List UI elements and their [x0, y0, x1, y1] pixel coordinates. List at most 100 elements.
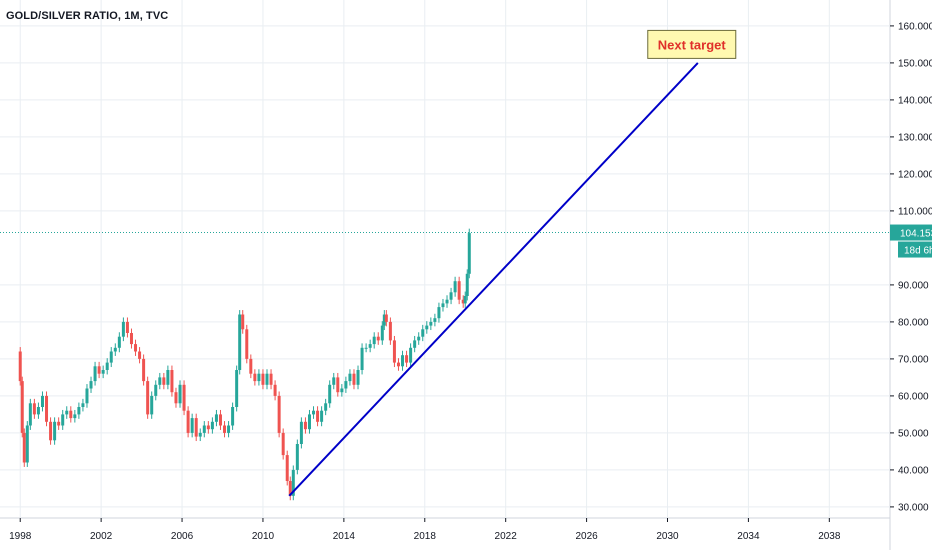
y-tick-label: 60.000: [898, 391, 929, 402]
candle-body: [401, 355, 405, 367]
candle-body: [158, 377, 162, 385]
y-tick-label: 160.000: [898, 21, 932, 32]
candle-body: [281, 432, 285, 456]
candle-body: [249, 358, 253, 374]
candle-body: [425, 325, 429, 330]
y-tick-label: 80.000: [898, 317, 929, 328]
trendline: [288, 62, 699, 497]
candle-body: [437, 307, 441, 319]
candle-body: [295, 444, 299, 470]
candle-body: [380, 325, 384, 341]
candle-body: [376, 336, 380, 341]
y-tick-label: 130.000: [898, 132, 932, 143]
candle-body: [73, 414, 77, 419]
x-tick-label: 2034: [737, 531, 760, 542]
candle-body: [89, 381, 93, 389]
x-tick-label: 1998: [9, 531, 32, 542]
candle-body: [392, 340, 396, 363]
candle-body: [261, 373, 265, 385]
candle-body: [429, 321, 433, 326]
candle-body: [218, 414, 222, 426]
candle-body: [22, 432, 26, 463]
x-tick-label: 2006: [171, 531, 194, 542]
y-tick-label: 70.000: [898, 354, 929, 365]
candle-body: [421, 329, 425, 337]
candle-body: [360, 347, 364, 370]
candle-body: [245, 329, 249, 359]
candle-body: [413, 340, 417, 348]
candle-body: [93, 366, 97, 382]
y-tick-label: 40.000: [898, 465, 929, 476]
candle-body: [117, 336, 121, 348]
candle-body: [241, 314, 245, 330]
y-tick-label: 140.000: [898, 95, 932, 106]
candle-body: [174, 392, 178, 404]
chart-title: GOLD/SILVER RATIO, 1M, TVC: [6, 10, 169, 22]
candle-body: [134, 344, 138, 352]
candle-body: [18, 351, 22, 382]
candle-body: [356, 370, 360, 385]
candle-body: [20, 381, 24, 433]
candle-body: [121, 321, 125, 337]
candle-body: [312, 410, 316, 415]
candle-body: [210, 421, 214, 430]
candle-body: [453, 281, 457, 293]
candle-body: [97, 366, 101, 374]
candle-body: [417, 336, 421, 341]
candle-body: [457, 281, 461, 300]
candle-body: [324, 403, 328, 411]
candle-body: [81, 403, 85, 407]
candle-body: [273, 384, 277, 396]
candle-body: [257, 373, 261, 382]
annotation-label: Next target: [658, 37, 727, 52]
candle-body: [269, 373, 273, 385]
candle-body: [253, 373, 257, 382]
candle-body: [182, 384, 186, 411]
candle-body: [32, 403, 36, 415]
y-tick-label: 50.000: [898, 428, 929, 439]
candle-body: [463, 296, 467, 304]
candle-body: [384, 314, 388, 322]
candle-body: [265, 373, 269, 385]
candle-body: [396, 362, 400, 367]
candle-body: [178, 384, 182, 404]
candle-body: [190, 418, 194, 433]
x-tick-label: 2010: [252, 531, 275, 542]
last-price-tag: [890, 224, 932, 241]
candle-body: [449, 292, 453, 300]
y-tick-label: 120.000: [898, 169, 932, 180]
candle-body: [53, 421, 57, 441]
candle-body: [146, 381, 150, 415]
candle-body: [238, 314, 242, 370]
candle-body: [332, 377, 336, 385]
candle-body: [49, 421, 53, 441]
countdown-label: 18d 6h: [904, 246, 932, 257]
y-tick-label: 150.000: [898, 58, 932, 69]
candle-body: [57, 421, 61, 426]
x-tick-label: 2018: [414, 531, 437, 542]
candle-body: [25, 425, 29, 463]
candle-body: [101, 370, 105, 374]
candle-body: [109, 351, 113, 363]
candle-body: [198, 432, 202, 437]
candle-body: [461, 299, 465, 304]
candle-body: [285, 455, 289, 481]
candle-body: [61, 414, 65, 426]
candle-body: [340, 388, 344, 393]
candle-body: [277, 395, 281, 433]
candle-body: [445, 299, 449, 304]
candle-body: [214, 414, 218, 422]
candle-body: [113, 347, 117, 352]
candle-body: [405, 355, 409, 363]
candle-body: [465, 273, 469, 296]
candle-body: [368, 344, 372, 348]
candle-body: [388, 321, 392, 341]
candle-body: [36, 407, 40, 415]
candle-body: [344, 381, 348, 389]
x-tick-label: 2022: [495, 531, 518, 542]
countdown-tag: [898, 241, 932, 258]
candle-body: [409, 347, 413, 363]
candle-body: [291, 469, 295, 496]
